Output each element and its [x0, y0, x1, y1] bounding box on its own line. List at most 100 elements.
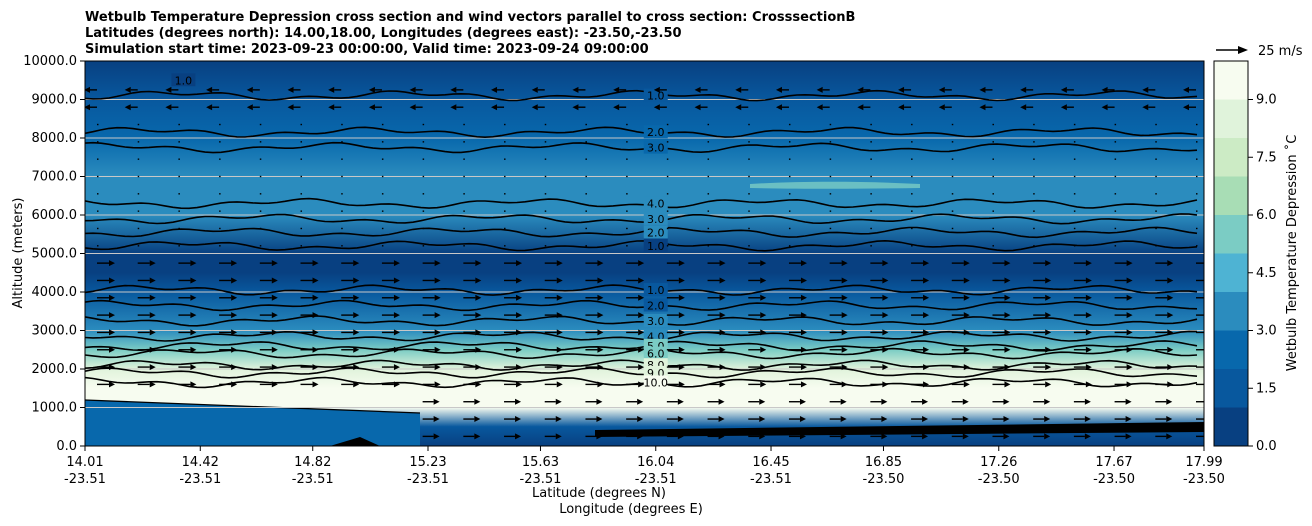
wind-vector-head: [271, 277, 278, 284]
y-tick-label: 1000.0: [32, 401, 78, 416]
wind-vector-head: [1003, 416, 1010, 423]
wind-vector-head: [1045, 329, 1052, 336]
wind-vector-head: [328, 104, 335, 111]
wind-vector-head: [881, 433, 888, 440]
wind-vector-head: [799, 416, 806, 423]
wind-vector-head: [531, 86, 538, 93]
contour-label: 3.0: [647, 315, 665, 328]
wind-vector-head: [556, 329, 563, 336]
wind-vector-head: [963, 329, 970, 336]
wind-vector-head: [841, 294, 848, 301]
wind-vector-head: [1208, 277, 1214, 283]
wind-vector-head: [1085, 364, 1092, 371]
wind-vector-head: [840, 433, 847, 440]
wind-vector-head: [190, 364, 197, 371]
y-tick-label: 9000.0: [32, 93, 78, 108]
contour-label-bg: [643, 283, 668, 297]
wind-vector-head: [231, 260, 238, 267]
wind-vector-head: [638, 329, 645, 336]
wind-vector-head: [516, 277, 523, 284]
wind-vector-head: [800, 364, 807, 371]
chart-title-line-1: Wetbulb Temperature Depression cross sec…: [85, 10, 855, 25]
quiver-key: 25 m/s: [1216, 44, 1303, 59]
y-tick-label: 3000.0: [32, 324, 78, 339]
colorbar-tick-label: 1.5: [1256, 381, 1277, 396]
colorbar-tick-label: 9.0: [1256, 93, 1277, 108]
wind-vector-head: [760, 260, 767, 267]
wind-vector-head: [1085, 277, 1092, 284]
wind-vector-head: [719, 277, 726, 284]
x-tick-label-lat: 14.82: [294, 455, 331, 470]
wind-vector-head: [109, 260, 115, 267]
wind-vector-head: [190, 346, 197, 353]
wind-vector-head: [190, 277, 197, 284]
wind-vector-head: [1085, 381, 1092, 388]
wind-vector-head: [190, 329, 197, 336]
wind-vector-head: [596, 398, 603, 405]
wind-vector-head: [1004, 364, 1011, 371]
wind-vector-head: [433, 433, 440, 440]
wind-vector-head: [572, 104, 579, 111]
contour-label-bg: [643, 238, 668, 252]
wind-vector-head: [556, 294, 563, 301]
wind-vector-head: [450, 104, 457, 111]
wind-vector-head: [475, 277, 482, 284]
wind-vector-head: [475, 381, 482, 388]
wind-vector-head: [979, 86, 986, 93]
wind-vector-head: [760, 381, 767, 388]
wind-vector-head: [475, 346, 482, 353]
x-tick-label-lat: 14.01: [66, 455, 103, 470]
contour-decor: [85, 181, 1204, 446]
contour-line: [85, 226, 1198, 239]
wind-vector-head: [775, 104, 782, 111]
wind-vector-head: [246, 104, 253, 111]
contour-line: [85, 213, 1198, 225]
wind-vector-head: [718, 433, 725, 440]
wind-vector-head: [328, 86, 335, 93]
wind-vector-head: [556, 277, 563, 284]
contour-line: [85, 315, 1198, 327]
y-tick-label: 7000.0: [32, 170, 78, 185]
contour-label: 4.0: [647, 197, 665, 210]
wind-vector-head: [678, 329, 685, 336]
x-tick-label-lat: 16.85: [865, 455, 902, 470]
wind-vector-head: [85, 104, 90, 111]
wind-vector-head: [719, 346, 726, 353]
chart-title-line-3: Simulation start time: 2023-09-23 00:00:…: [85, 42, 649, 57]
wind-vector-head: [1045, 312, 1052, 319]
wind-vector-head: [1004, 346, 1011, 353]
wind-vector-head: [393, 277, 400, 284]
wind-vector-head: [393, 329, 400, 336]
wind-vector-head: [353, 329, 360, 336]
x-axis: 14.01 -23.51 14.42 -23.51 14.82 -23.51 15.23 -2…: [64, 446, 1225, 487]
wind-vector-head: [597, 260, 604, 267]
wind-vector-head: [735, 86, 742, 93]
wind-vector-head: [760, 346, 767, 353]
wind-vector-head: [353, 346, 360, 353]
wind-vector-head: [800, 312, 807, 319]
wind-vector-head: [637, 416, 644, 423]
contour-lines: [85, 89, 1198, 389]
contour-label: 1.0: [647, 240, 665, 253]
contour-line: [85, 367, 1198, 379]
contour-label: 2.0: [647, 299, 665, 312]
wind-vector-head: [882, 294, 889, 301]
wind-vector-head: [434, 294, 441, 301]
contour-label-bg: [643, 313, 668, 327]
wind-vector-head: [353, 364, 360, 371]
wind-vector-head: [1020, 104, 1027, 111]
y-tick-label: 10000.0: [23, 54, 77, 69]
wind-vector-head: [368, 86, 375, 93]
wind-vector-head: [1044, 416, 1051, 423]
contour-line: [85, 197, 1198, 210]
wind-vector-head: [800, 346, 807, 353]
wind-vector-head: [840, 416, 847, 423]
wind-vector-head: [922, 433, 929, 440]
contour-line: [85, 141, 1198, 154]
wind-vector-head: [962, 398, 969, 405]
wind-vector-head: [409, 86, 416, 93]
wind-vector-head: [760, 294, 767, 301]
wind-vector-head: [1167, 277, 1174, 284]
wind-vector-head: [393, 312, 400, 319]
